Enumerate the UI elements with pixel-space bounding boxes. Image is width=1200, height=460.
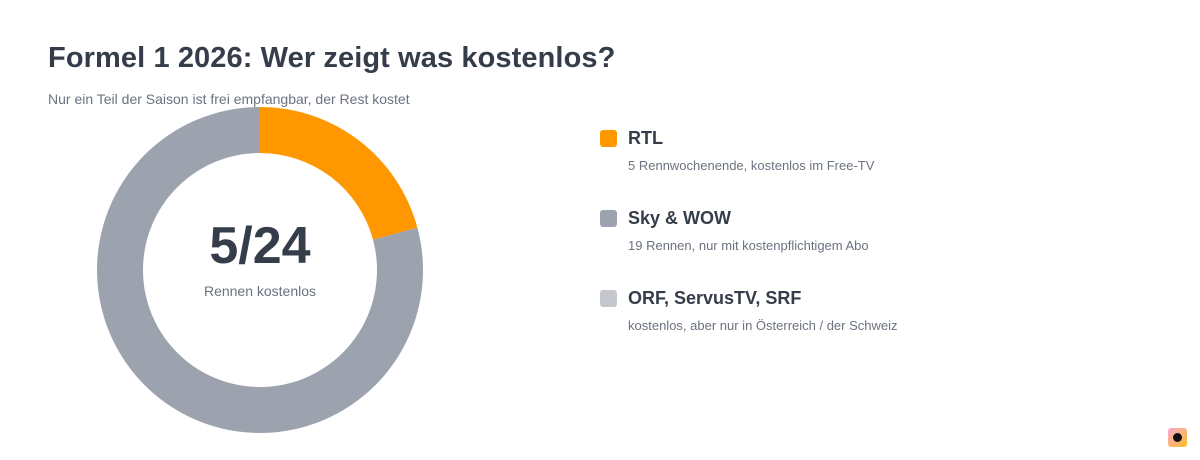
center-label: Rennen kostenlos bbox=[204, 283, 316, 299]
chart-title: Formel 1 2026: Wer zeigt was kostenlos? bbox=[48, 42, 616, 74]
legend-description: kostenlos, aber nur in Österreich / der … bbox=[628, 318, 898, 333]
legend-swatch-orf-servustv-srf bbox=[600, 289, 617, 307]
center-value: 5/24 bbox=[209, 217, 310, 275]
brand-logo-icon bbox=[1168, 428, 1187, 447]
legend-swatch-sky-wow bbox=[600, 209, 617, 227]
legend-swatch-rtl bbox=[600, 129, 617, 147]
chart-subtitle: Nur ein Teil der Saison ist frei empfang… bbox=[48, 91, 410, 107]
legend-item-rtl: RTL 5 Rennwochenende, kostenlos im Free-… bbox=[600, 126, 898, 206]
legend: RTL 5 Rennwochenende, kostenlos im Free-… bbox=[600, 126, 898, 366]
legend-label: ORF, ServusTV, SRF bbox=[628, 287, 802, 308]
donut-slice-rtl bbox=[260, 107, 418, 240]
brand-dot bbox=[1173, 433, 1182, 442]
legend-item-orf-servustv-srf: ORF, ServusTV, SRF kostenlos, aber nur i… bbox=[600, 286, 898, 366]
legend-label: Sky & WOW bbox=[628, 207, 732, 228]
donut-chart: 5/24 Rennen kostenlos bbox=[96, 107, 424, 433]
legend-description: 19 Rennen, nur mit kostenpflichtigem Abo bbox=[628, 238, 869, 253]
legend-item-sky-wow: Sky & WOW 19 Rennen, nur mit kostenpflic… bbox=[600, 206, 898, 286]
donut-slices bbox=[96, 107, 424, 433]
legend-label: RTL bbox=[628, 127, 663, 148]
legend-description: 5 Rennwochenende, kostenlos im Free-TV bbox=[628, 158, 875, 173]
